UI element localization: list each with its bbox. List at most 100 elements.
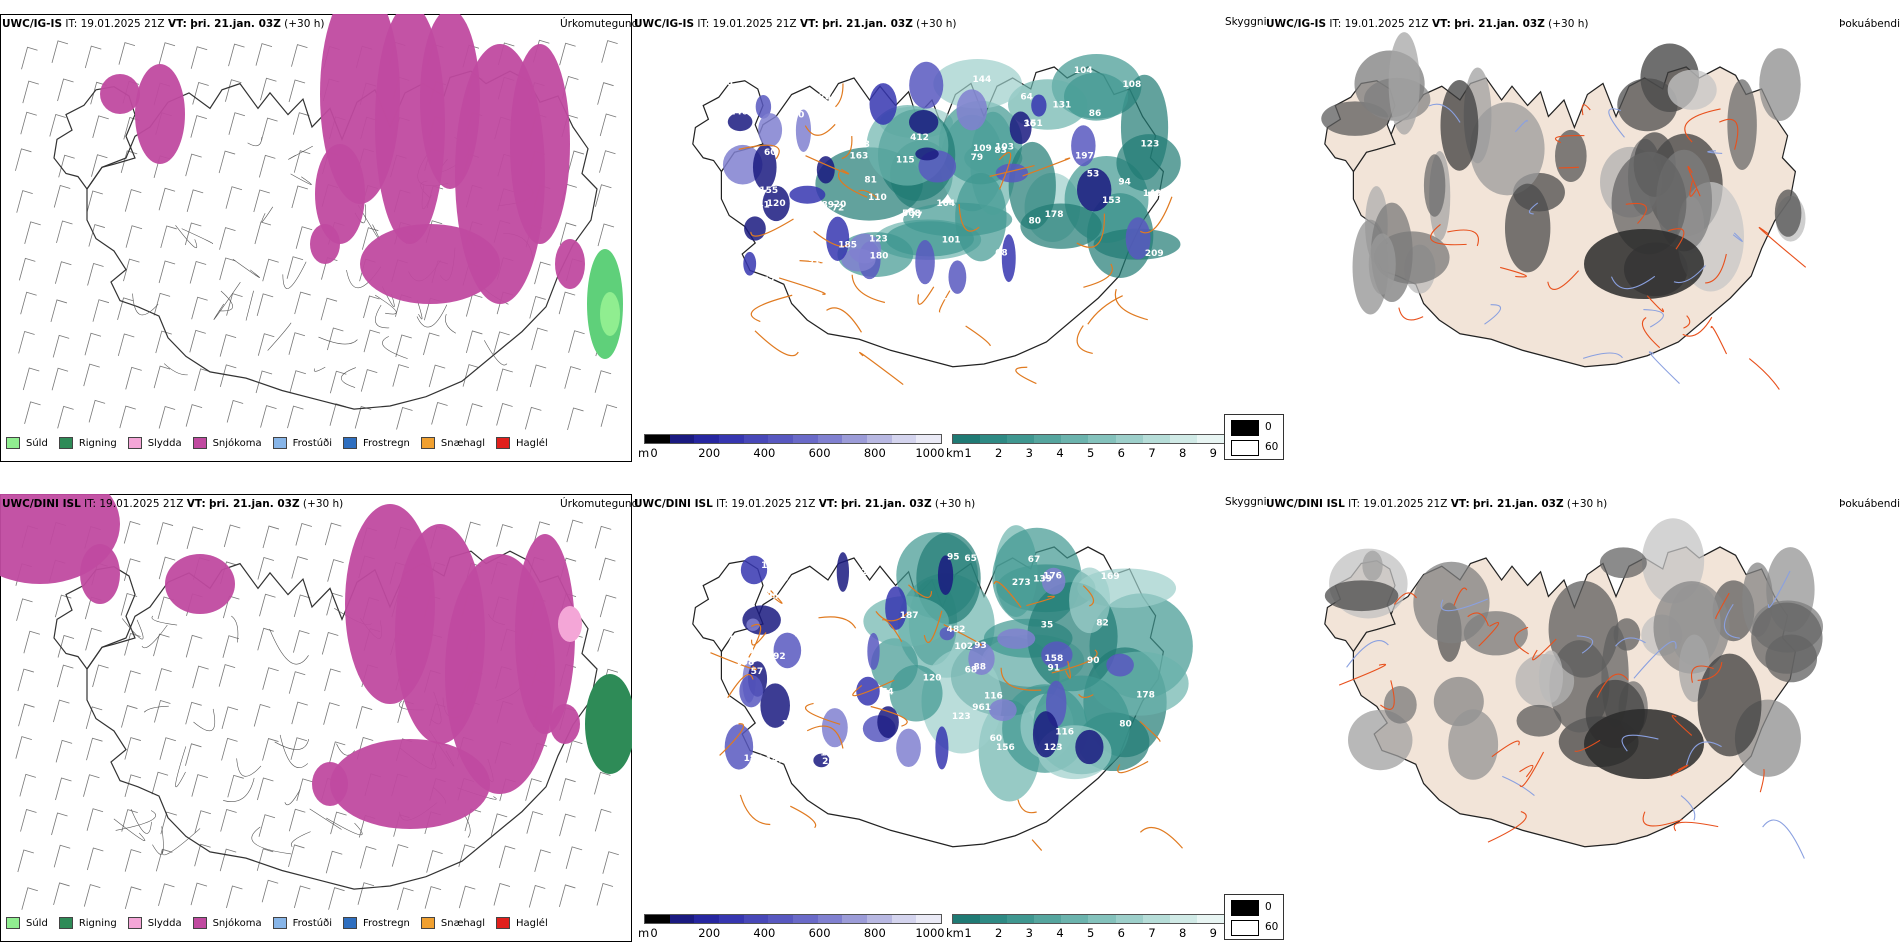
visibility-value: 85 [1061,781,1074,791]
colorbar-tick: 9 [1209,446,1217,460]
colorbar-tick: 400 [753,446,776,460]
visibility-value: 131 [1053,100,1072,110]
visibility-value: 68 [965,666,978,676]
road [754,330,799,357]
colorbar-swatch [694,915,720,923]
road [1682,316,1713,337]
road-line [374,294,397,315]
visibility-value: 60 [764,148,777,158]
wind-barb [428,364,446,388]
snow-area [100,74,140,114]
colorbar-swatch [1088,915,1116,923]
wind-barb [594,370,612,393]
fog-patch [1697,653,1762,757]
wind-barb [594,808,612,832]
road [1346,640,1389,668]
road-line [326,817,363,836]
wind-barb [493,331,510,355]
colorbar-unit: km [946,446,964,460]
terrain-patch [989,699,1017,722]
fog-field [1324,518,1824,780]
wind-barb [18,330,35,354]
wind-barb [253,703,271,727]
wind-barb [596,883,614,906]
legend-item: Frostregn [343,917,410,929]
terrain-patch [948,260,967,294]
visibility-value: 91 [808,257,821,267]
terrain-patch [939,627,955,641]
road [852,679,895,697]
visibility-patch [1064,72,1129,121]
colorbar-tick: 2 [994,926,1003,940]
vt-value: þri. 21.jan. 03Z [822,18,913,30]
road [1338,663,1386,686]
road-line [382,336,408,359]
legend-label: Slydda [147,437,182,449]
visibility-patch [863,596,949,647]
visibility-value: 89 [821,200,834,210]
road-line [416,304,448,328]
wind-barb [23,630,40,654]
visibility-value: 13 [776,270,789,280]
wind-barb [17,849,34,873]
terrain-patch [908,109,939,135]
colorbar-swatch [891,915,917,923]
road [1691,665,1714,683]
wind-barb [121,809,138,832]
road [1684,108,1721,143]
colorbar-tick: 8 [1178,446,1187,460]
precip-map-row1 [0,14,632,462]
snow-areas [100,14,585,304]
road [1582,352,1623,359]
terrain-patch [762,185,790,222]
wind-barb [86,190,103,214]
wind-barb [295,523,312,546]
colorbar-swatch [1007,435,1035,443]
terrain-patch [789,185,826,204]
terrain-patch [755,94,772,119]
it-value: 19.01.2025 21Z [1344,18,1429,30]
terrain-patch [909,61,944,109]
colorbar-swatch [645,435,670,443]
legend-label: Rigning [78,917,117,929]
wind-barb [255,370,273,394]
wind-barb [496,402,513,426]
colorbar-tick: 6 [1117,926,1125,940]
road [748,623,762,658]
road-line [193,708,216,732]
road [1083,263,1113,288]
road [1671,714,1693,736]
fog-legend-label: 60 [1265,921,1279,933]
visibility-value: 94 [731,262,744,272]
vt-value: þri. 21.jan. 03Z [841,498,932,510]
colorbar-swatch [793,435,818,443]
wind-barb [490,813,508,836]
vt-label: VT: [799,18,819,30]
colorbar-tick: 1 [964,446,972,460]
road-line [232,258,260,278]
wind-barb [363,329,381,353]
panel-precip-type-row1: UWC/IG-IS IT: 19.01.2025 21Z VT: þri. 21… [0,14,638,462]
panel-title: Skyggni [1225,16,1267,28]
wind-barb [53,844,71,868]
terrain-patch [1032,711,1059,758]
colorbar-tick: 200 [698,926,721,940]
panel-fog-row1: UWC/IG-IS IT: 19.01.2025 21Z VT: þri. 21… [1224,14,1900,462]
wind-barb [559,778,576,801]
wind-barb [84,332,102,356]
road [1648,351,1680,384]
wind-barb [261,117,278,141]
road-line [313,366,326,372]
it-value: 19.01.2025 21Z [712,18,797,30]
road [835,83,844,108]
visibility-value: 92 [716,715,729,725]
road-line [267,322,292,351]
colorbar-swatch [1142,915,1170,923]
wind-barb [57,405,74,429]
visibility-value: 123 [952,712,971,722]
wind-barb [290,737,308,760]
wind-barb [559,222,577,246]
road [1117,760,1149,774]
snow-area [312,762,348,806]
road-line [483,340,508,366]
